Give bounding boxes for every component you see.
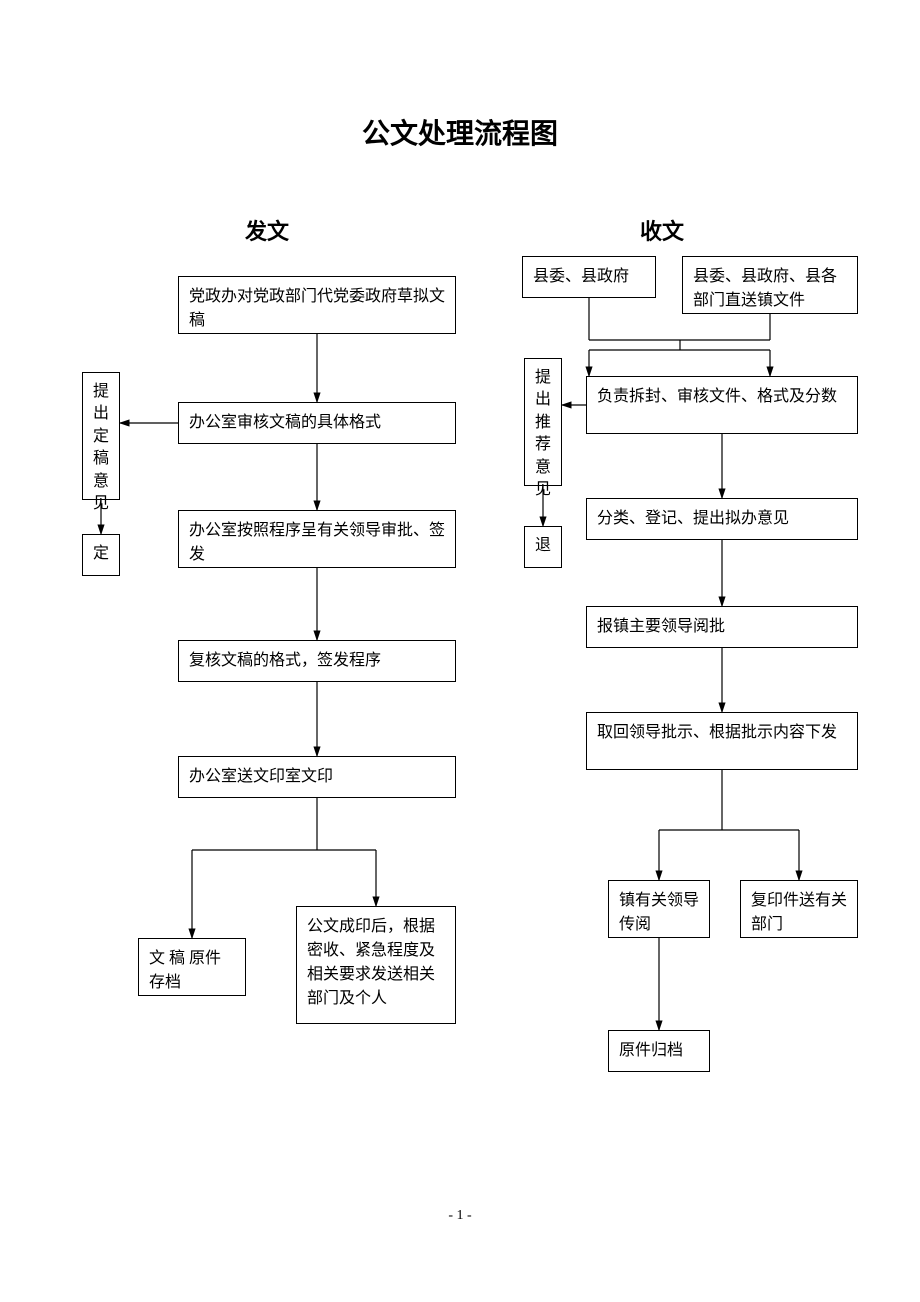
node-l6a: 文 稿 原件存档	[138, 938, 246, 996]
diagram-title: 公文处理流程图	[0, 112, 920, 152]
page-number: - 1 -	[0, 1208, 920, 1224]
node-r6a: 镇有关领导传阅	[608, 880, 710, 938]
node-l4: 复核文稿的格式，签发程序	[178, 640, 456, 682]
node-l1: 党政办对党政部门代党委政府草拟文稿	[178, 276, 456, 334]
node-r3: 分类、登记、提出拟办意见	[586, 498, 858, 540]
node-r1a: 县委、县政府	[522, 256, 656, 298]
node-r6b: 复印件送有关部门	[740, 880, 858, 938]
node-rs2: 退	[524, 526, 562, 568]
node-r7: 原件归档	[608, 1030, 710, 1072]
node-ls1-text: 提出定稿意见	[93, 381, 109, 515]
node-ls2-text: 定	[93, 543, 109, 565]
node-r5: 取回领导批示、根据批示内容下发	[586, 712, 858, 770]
node-l2: 办公室审核文稿的具体格式	[178, 402, 456, 444]
node-r2: 负责拆封、审核文件、格式及分数	[586, 376, 858, 434]
node-l6b: 公文成印后，根据密收、紧急程度及相关要求发送相关部门及个人	[296, 906, 456, 1024]
flowchart-arrows	[0, 0, 920, 1302]
node-r4: 报镇主要领导阅批	[586, 606, 858, 648]
node-ls1: 提出定稿意见	[82, 372, 120, 500]
node-rs2-text: 退	[535, 535, 551, 557]
node-l3: 办公室按照程序呈有关领导审批、签发	[178, 510, 456, 568]
subtitle-right: 收文	[640, 214, 684, 246]
node-r1b: 县委、县政府、县各部门直送镇文件	[682, 256, 858, 314]
node-ls2: 定	[82, 534, 120, 576]
node-rs1-text: 提出推荐意见	[535, 367, 551, 501]
node-l5: 办公室送文印室文印	[178, 756, 456, 798]
subtitle-left: 发文	[245, 214, 289, 246]
node-rs1: 提出推荐意见	[524, 358, 562, 486]
